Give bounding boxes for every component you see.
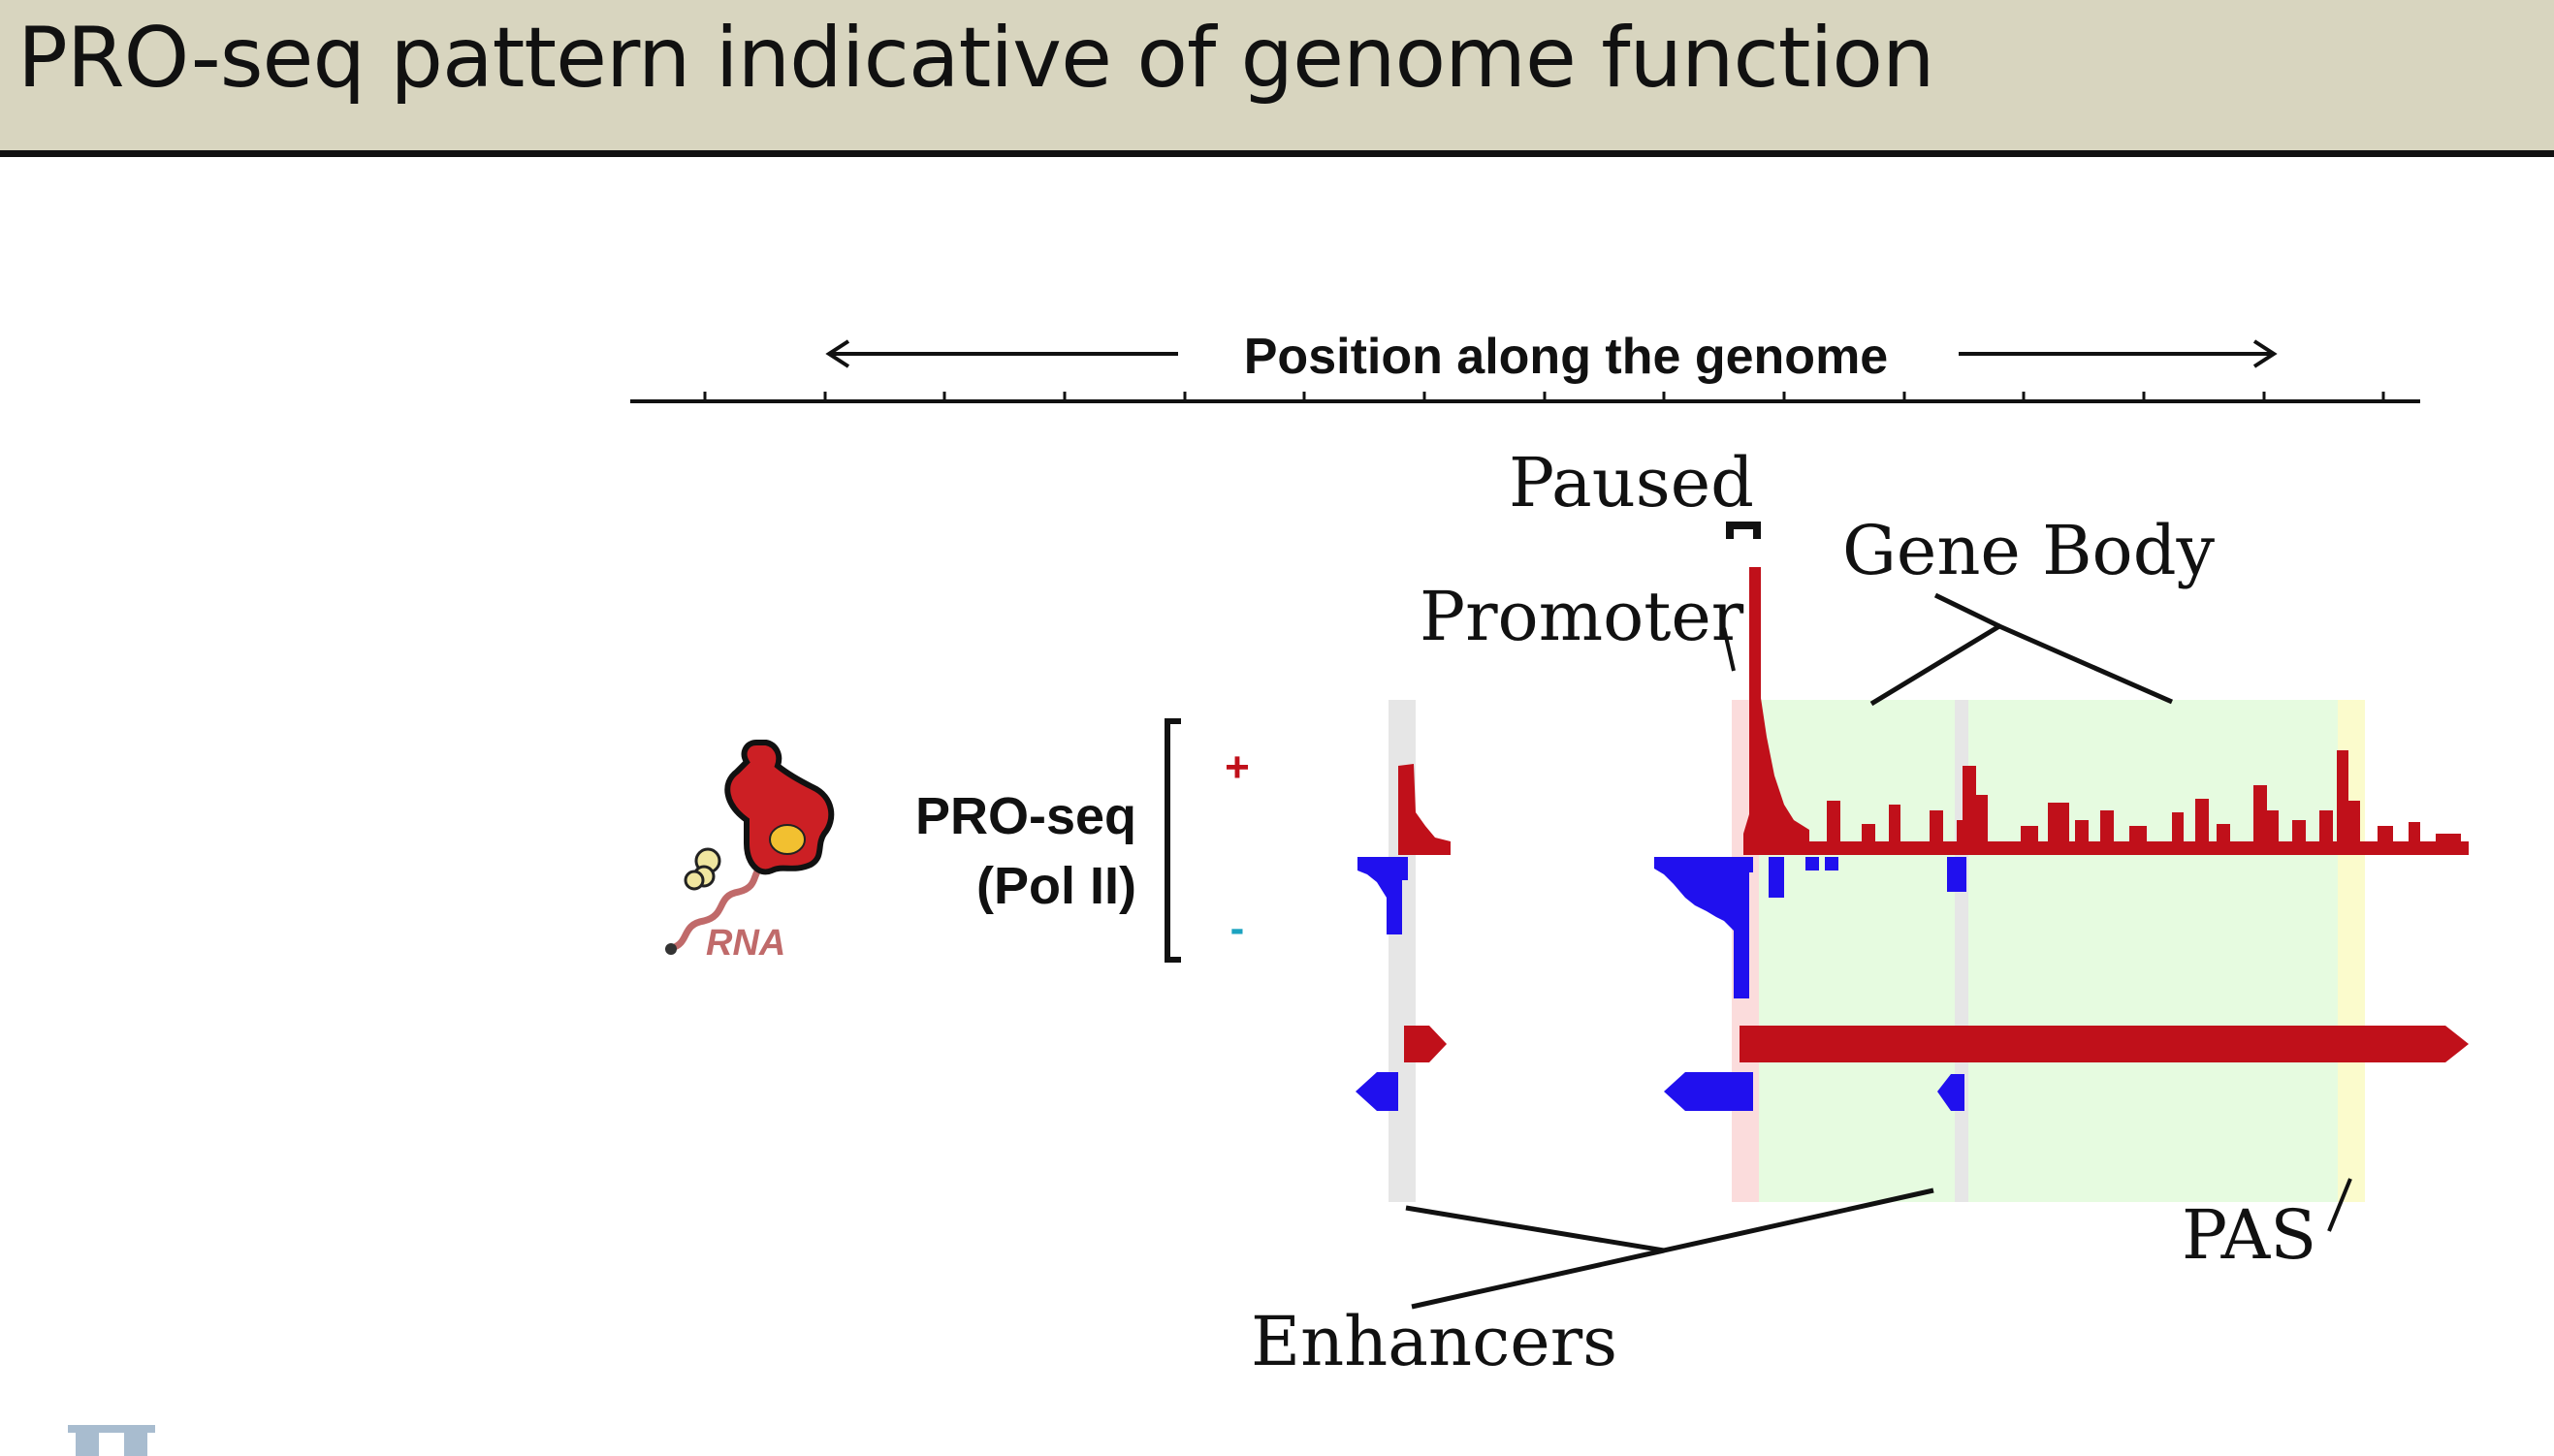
minus-enhancer-peak: [1357, 857, 1408, 934]
rna-end-dot: [665, 943, 677, 955]
plus-enhancer-peak: [1398, 764, 1451, 855]
minus-strand-symbol: -: [1230, 904, 1245, 952]
minus-enhancer-bump: [1947, 857, 1966, 892]
minus-gene-body-bump: [1769, 857, 1784, 898]
region-shading: [1389, 700, 2365, 1202]
genome-axis: Position along the genome: [630, 329, 2420, 401]
cell-icon: RNA: [665, 743, 831, 964]
minus-transcript-enhancer: [1356, 1072, 1398, 1111]
minus-promoter-peak: [1654, 857, 1753, 998]
axis-title: Position along the genome: [1244, 329, 1888, 385]
paused-label: Paused: [1509, 443, 1754, 522]
track-label-line2: (Pol II): [976, 857, 1136, 915]
gene-body-shade: [1753, 700, 2357, 1202]
minus-transcript-promoter: [1664, 1072, 1753, 1111]
track-bracket: [1167, 721, 1181, 960]
minus-gene-body-bump: [1805, 857, 1819, 870]
minus-gene-body-bump: [1825, 857, 1838, 870]
nucleus: [770, 825, 805, 854]
gene-body-pointer: [1871, 626, 2172, 704]
plus-transcript-gene: [1740, 1026, 2469, 1062]
enhancers-pointer-stem: [1412, 1250, 1664, 1307]
gene-body-pointer-stem: [1935, 595, 1999, 626]
gene-body-label: Gene Body: [1842, 511, 2215, 590]
promoter-label: Promoter: [1420, 577, 1744, 656]
plus-strand-symbol: +: [1225, 744, 1250, 791]
polymerase-icon: [686, 849, 719, 889]
paused-bracket: [1730, 525, 1757, 539]
axis-arrow-right: [1959, 341, 2274, 366]
logo-fragment: [68, 1425, 155, 1456]
track-label-line1: PRO-seq: [915, 787, 1136, 845]
plus-transcript-enhancer: [1404, 1026, 1447, 1062]
rna-label: RNA: [706, 923, 785, 964]
axis-arrow-left: [829, 341, 1178, 366]
pas-label: PAS: [2182, 1195, 2316, 1275]
enhancers-label: Enhancers: [1251, 1302, 1617, 1381]
